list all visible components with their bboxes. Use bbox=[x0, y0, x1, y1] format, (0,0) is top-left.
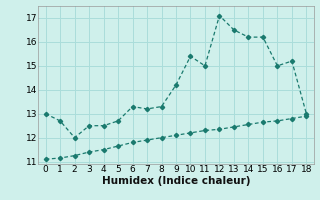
X-axis label: Humidex (Indice chaleur): Humidex (Indice chaleur) bbox=[102, 176, 250, 186]
